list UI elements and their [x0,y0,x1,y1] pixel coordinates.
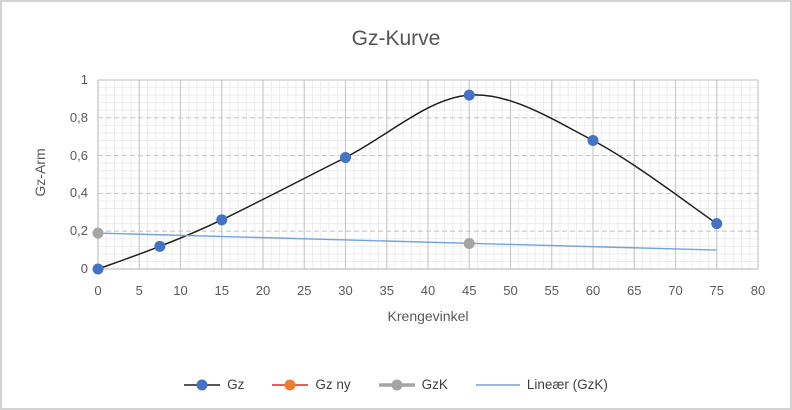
legend-circle-sample [391,379,403,390]
legend-marker-gz-ny [272,379,309,390]
y-tick-label: 0,6 [69,147,88,163]
x-tick-label: 5 [135,283,143,298]
legend-item-gz-ny[interactable]: Gz ny [272,377,351,392]
legend-label: Gz [227,377,245,392]
y-axis-title: Gz-Arm [32,148,48,197]
legend-item-gz[interactable]: Gz [184,377,244,392]
data-point-gzk [463,237,475,249]
legend-marker-gzk [378,379,415,390]
legend-item-line-r-gzk[interactable]: Lineær (GzK) [475,377,608,392]
data-point-gz [92,263,104,275]
y-tick-label: 0,4 [69,185,88,201]
legend-marker-gz [184,379,221,390]
legend-label: GzK [421,377,448,392]
x-tick-label: 80 [750,283,766,298]
legend-label: Gz ny [315,377,351,392]
data-point-gzk [92,227,104,239]
x-tick-label: 35 [379,283,394,298]
data-point-gz [154,240,166,252]
x-tick-label: 30 [338,283,353,298]
x-tick-label: 20 [255,283,271,298]
x-tick-label: 0 [94,283,102,298]
series-line-gz [97,94,718,270]
x-tick-label: 45 [462,283,477,298]
x-tick-label: 75 [709,283,724,298]
legend-item-gzk[interactable]: GzK [378,377,448,392]
y-tick-label: 0 [80,261,88,276]
data-point-gz [216,214,228,226]
x-tick-label: 15 [214,283,229,298]
x-axis-title: Krengevinkel [387,308,469,324]
chart-title: Gz-Kurve [351,27,441,50]
legend-circle-sample [284,379,296,390]
data-point-gz [711,218,723,230]
data-point-gz [463,89,475,101]
legend-marker-line-r-gzk [475,383,520,386]
x-tick-label: 60 [585,283,601,298]
x-tick-label: 40 [420,283,436,298]
y-tick-label: 1 [80,72,88,87]
x-tick-label: 70 [668,283,683,298]
x-tick-label: 10 [173,283,188,298]
y-tick-label: 0,2 [69,223,88,239]
legend: Gz Gz ny GzK Lineær (GzK) [2,377,790,392]
y-tick-label: 0,8 [69,109,88,125]
x-tick-label: 25 [297,283,312,298]
x-tick-label: 50 [503,283,518,298]
x-tick-label: 55 [544,283,559,298]
legend-circle-sample [196,379,208,390]
x-tick-label: 65 [627,283,642,298]
series-line-line-r-gzk [97,232,717,251]
data-point-gz [587,134,599,146]
legend-label: Lineær (GzK) [526,377,608,392]
data-point-gz [340,151,351,163]
